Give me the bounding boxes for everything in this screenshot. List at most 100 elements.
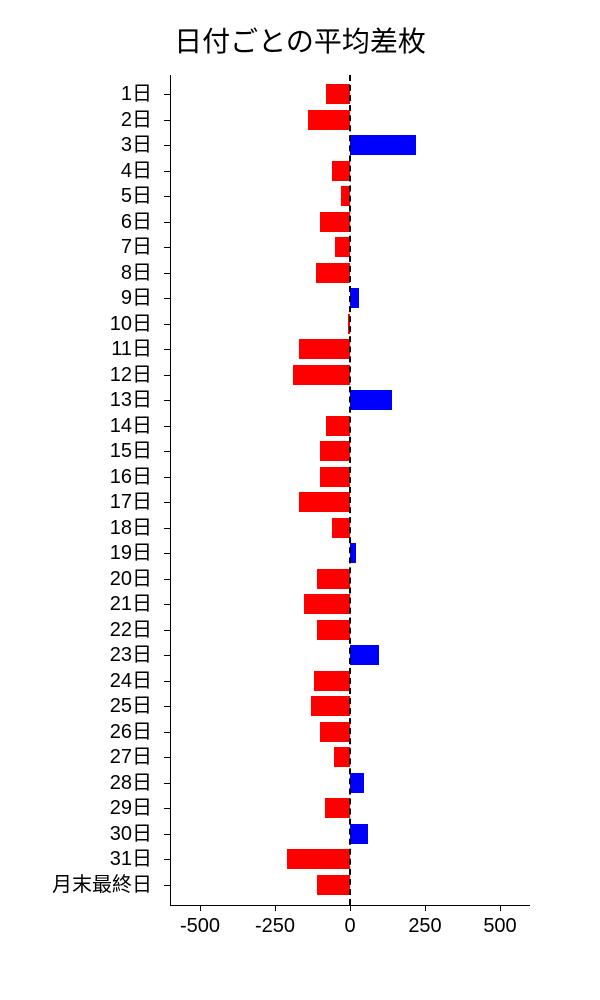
y-axis-label: 24日 — [110, 670, 152, 692]
y-axis-tick — [164, 451, 170, 452]
y-axis-tick — [164, 834, 170, 835]
plot-area — [170, 75, 530, 905]
bar — [317, 569, 350, 589]
y-axis-label: 10日 — [110, 313, 152, 335]
bar — [317, 620, 350, 640]
bar — [299, 339, 350, 359]
y-axis-label: 21日 — [110, 593, 152, 615]
y-axis-tick — [164, 171, 170, 172]
y-axis-tick — [164, 681, 170, 682]
bar — [320, 441, 350, 461]
y-axis-tick — [164, 145, 170, 146]
y-axis-label: 17日 — [110, 491, 152, 513]
zero-line — [349, 75, 351, 905]
x-axis: -500 -250 0 250 500 — [170, 905, 530, 965]
y-axis-tick — [164, 502, 170, 503]
y-axis-label: 4日 — [121, 160, 152, 182]
y-axis-label: 13日 — [110, 389, 152, 411]
y-axis-label: 12日 — [110, 364, 152, 386]
y-axis-tick — [164, 553, 170, 554]
y-axis-tick — [164, 273, 170, 274]
y-axis-tick — [164, 196, 170, 197]
x-axis-tick — [275, 905, 276, 911]
y-axis-label: 30日 — [110, 823, 152, 845]
x-axis-tick — [425, 905, 426, 911]
bar — [332, 161, 350, 181]
y-axis-label: 5日 — [121, 185, 152, 207]
x-axis-label: 0 — [344, 915, 355, 938]
x-axis-label: 250 — [408, 915, 441, 938]
bar — [326, 416, 350, 436]
y-axis-label: 1日 — [121, 83, 152, 105]
bar — [332, 518, 350, 538]
y-axis-tick — [164, 783, 170, 784]
bar — [334, 747, 351, 767]
bar — [320, 722, 350, 742]
chart-title: 日付ごとの平均差枚 — [0, 20, 600, 60]
x-axis-label: -250 — [255, 915, 295, 938]
y-axis-label: 22日 — [110, 619, 152, 641]
y-axis-tick — [164, 120, 170, 121]
x-axis-label: 500 — [483, 915, 516, 938]
bar — [311, 696, 350, 716]
y-axis-tick — [164, 655, 170, 656]
y-axis-tick — [164, 477, 170, 478]
bar — [350, 288, 359, 308]
bar — [350, 390, 392, 410]
y-axis-label: 15日 — [110, 440, 152, 462]
y-axis-label: 6日 — [121, 211, 152, 233]
x-axis-tick — [500, 905, 501, 911]
y-axis-label: 9日 — [121, 287, 152, 309]
y-axis-tick — [164, 706, 170, 707]
y-axis-tick — [164, 349, 170, 350]
bar — [320, 212, 350, 232]
y-axis-tick — [164, 757, 170, 758]
y-axis-label: 28日 — [110, 772, 152, 794]
y-axis-label: 26日 — [110, 721, 152, 743]
y-axis-tick — [164, 808, 170, 809]
y-axis-tick — [164, 528, 170, 529]
bar — [350, 773, 364, 793]
y-axis-label: 23日 — [110, 644, 152, 666]
bar — [314, 671, 350, 691]
bar — [320, 467, 350, 487]
y-axis-tick — [164, 426, 170, 427]
y-axis-label: 29日 — [110, 797, 152, 819]
bar — [287, 849, 350, 869]
x-axis-label: -500 — [180, 915, 220, 938]
x-axis-tick — [200, 905, 201, 911]
bar — [326, 84, 350, 104]
bar — [304, 594, 351, 614]
bar — [335, 237, 350, 257]
y-axis-tick — [164, 579, 170, 580]
y-axis-tick — [164, 732, 170, 733]
bar — [293, 365, 350, 385]
bar — [350, 135, 416, 155]
bar — [317, 875, 350, 895]
y-axis-label: 月末最終日 — [52, 874, 152, 896]
y-axis-tick — [164, 375, 170, 376]
y-axis-tick — [164, 247, 170, 248]
y-axis-labels: 1日2日3日4日5日6日7日8日9日10日11日12日13日14日15日16日1… — [0, 75, 160, 905]
y-axis-label: 8日 — [121, 262, 152, 284]
bar — [325, 798, 351, 818]
bar — [308, 110, 350, 130]
y-axis-tick — [164, 630, 170, 631]
y-axis-tick — [164, 298, 170, 299]
y-axis-label: 3日 — [121, 134, 152, 156]
y-axis-label: 31日 — [110, 848, 152, 870]
y-axis-tick — [164, 859, 170, 860]
y-axis-label: 18日 — [110, 517, 152, 539]
y-axis-label: 16日 — [110, 466, 152, 488]
bar — [350, 645, 379, 665]
y-axis-label: 27日 — [110, 746, 152, 768]
bar — [299, 492, 350, 512]
y-axis-tick — [164, 222, 170, 223]
y-axis-label: 7日 — [121, 236, 152, 258]
bar — [316, 263, 351, 283]
x-axis-tick — [350, 905, 351, 911]
y-axis-tick — [164, 604, 170, 605]
bar — [350, 824, 368, 844]
y-axis-label: 25日 — [110, 695, 152, 717]
y-axis-label: 14日 — [110, 415, 152, 437]
